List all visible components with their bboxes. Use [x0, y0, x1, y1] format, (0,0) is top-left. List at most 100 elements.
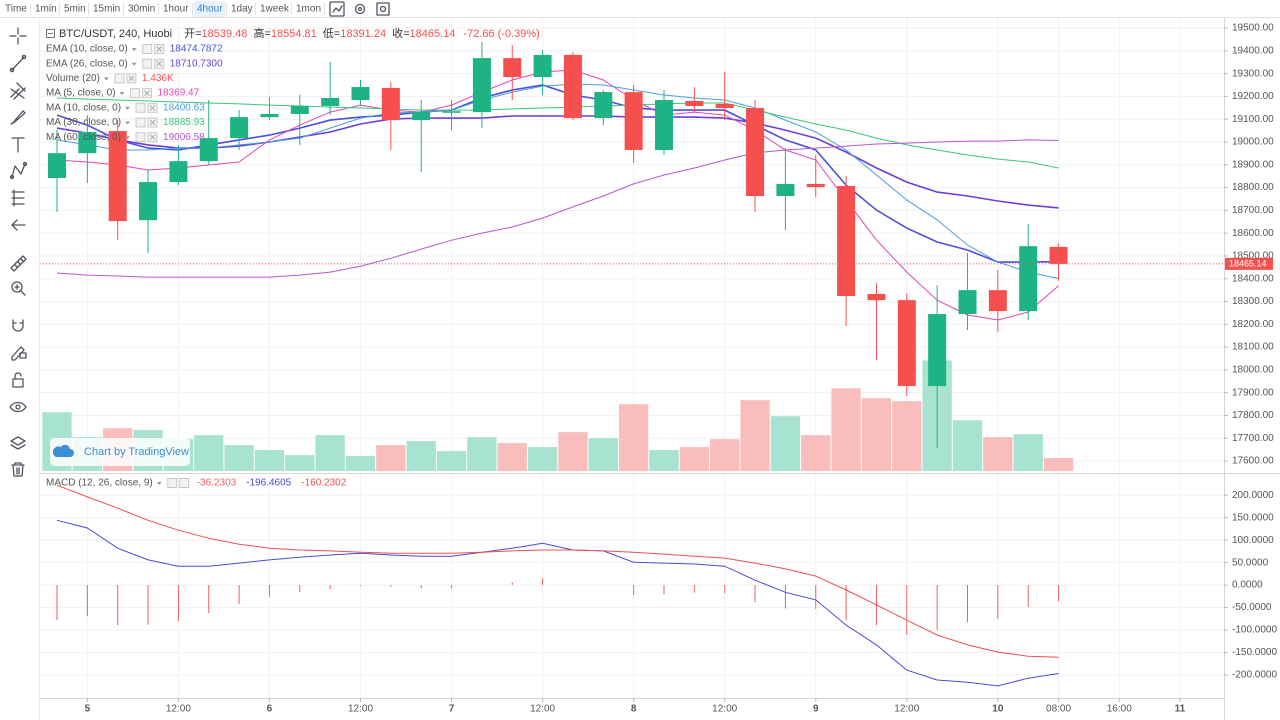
y-tick-label: 17900.00 — [1232, 387, 1274, 398]
volume-bar — [376, 445, 406, 471]
macd-line — [56, 484, 1059, 658]
candle-body — [563, 54, 582, 119]
interval-button[interactable]: 1min — [35, 4, 57, 15]
legend-menu[interactable] — [103, 77, 109, 81]
trend-line-tool[interactable] — [9, 54, 27, 73]
settings-button[interactable] — [354, 3, 366, 15]
back-arrow-tool[interactable] — [11, 219, 26, 231]
legend-settings[interactable] — [135, 102, 146, 113]
macd-line — [56, 519, 1059, 687]
y-tick-label: 18300.00 — [1232, 296, 1274, 307]
ohlc-label: 开= — [184, 28, 201, 40]
volume-bar — [740, 400, 770, 471]
y-tick-label: 18200.00 — [1232, 319, 1274, 330]
legend-settings[interactable] — [114, 73, 125, 84]
candle-body — [624, 92, 643, 150]
stay-drawing-tool[interactable] — [11, 346, 27, 361]
interval-button[interactable]: 5min — [64, 4, 86, 15]
candle-body — [837, 185, 856, 297]
legend-settings[interactable] — [135, 132, 146, 143]
legend-value: 19006.58 — [163, 132, 205, 143]
measure-tool[interactable] — [10, 255, 27, 272]
indicator-line — [56, 84, 1059, 263]
candle-body — [321, 97, 340, 106]
legend-value: 1.436K — [142, 73, 174, 84]
legend-value: 18400.63 — [163, 102, 205, 113]
object-tree-tool[interactable] — [10, 436, 26, 450]
y-tick-label: 19300.00 — [1232, 68, 1274, 79]
volume-bar — [618, 404, 649, 471]
legend-settings[interactable] — [142, 58, 153, 69]
remove-tool[interactable] — [11, 462, 25, 477]
last-price-box — [1225, 257, 1273, 270]
y-tick-label: -200.0000 — [1232, 670, 1277, 681]
legend-settings[interactable] — [129, 88, 140, 99]
text-tool[interactable] — [11, 137, 25, 153]
y-tick-label: 17800.00 — [1232, 410, 1274, 421]
legend-menu[interactable] — [131, 48, 137, 51]
legend-menu[interactable] — [125, 121, 131, 125]
fullscreen-button[interactable] — [376, 2, 390, 16]
indicator-line — [56, 115, 1059, 209]
visibility-tool[interactable] — [9, 401, 27, 413]
pitchfork-tool[interactable] — [10, 82, 26, 100]
candle-body — [685, 100, 704, 106]
legend-remove-x — [149, 104, 156, 111]
collapse-icon[interactable] — [46, 29, 55, 38]
zoom-tool[interactable] — [11, 281, 26, 296]
volume-bar — [285, 455, 315, 471]
candle-body — [108, 131, 127, 222]
y-tick-label: 19000.00 — [1232, 137, 1274, 148]
interval-button[interactable]: 1hour — [163, 4, 189, 15]
indicator-line — [56, 139, 1059, 278]
legend-remove-x — [156, 60, 163, 67]
candle-body — [260, 113, 279, 118]
interval-button[interactable]: 30min — [128, 4, 155, 15]
volume-bar — [345, 456, 376, 471]
legend-menu[interactable] — [119, 92, 125, 96]
legend-settings[interactable] — [142, 44, 153, 54]
legend-menu[interactable] — [156, 482, 162, 485]
watermark-box[interactable] — [50, 438, 190, 466]
legend-menu[interactable] — [125, 106, 131, 110]
watermark-text[interactable]: Chart by TradingView — [84, 446, 189, 458]
lock-tool[interactable] — [12, 372, 24, 388]
ohlc-label: 收= — [392, 26, 409, 40]
candle-body — [988, 290, 1007, 312]
legend-menu[interactable] — [131, 62, 137, 66]
interval-button[interactable]: 1week — [260, 4, 290, 15]
interval-button[interactable]: 1day — [231, 4, 253, 15]
brush-tool[interactable] — [10, 110, 26, 125]
interval-button[interactable]: 4hour — [197, 4, 223, 15]
interval-button[interactable]: 1mon — [296, 4, 321, 15]
interval-button[interactable]: 15min — [93, 4, 120, 15]
chart-header: BTC/USDT, 240, Huobi 开=18539.48 高=18554.81… — [59, 26, 540, 40]
candle-body — [533, 54, 552, 78]
prediction-tool[interactable] — [11, 189, 25, 207]
legend-settings[interactable] — [167, 478, 178, 488]
crosshair-tool[interactable] — [9, 27, 27, 45]
candle-body — [472, 58, 491, 113]
candle-body — [746, 108, 765, 196]
volume-bar — [952, 420, 983, 471]
pattern-tool[interactable] — [9, 161, 28, 180]
magnet-tool[interactable] — [12, 319, 24, 332]
ohlc-value: 18539.48 — [202, 28, 248, 40]
y-tick-label: 19400.00 — [1232, 45, 1274, 56]
legend-remove-x — [156, 46, 163, 52]
x-tick-label: 08:00 — [1046, 704, 1071, 715]
chart-type-button[interactable] — [329, 1, 345, 17]
legend-remove[interactable] — [179, 478, 190, 488]
macd-legend-name: MACD (12, 26, close, 9) — [46, 478, 153, 489]
legend-name: EMA (26, close, 0) — [46, 58, 128, 69]
legend-name: Volume (20) — [46, 73, 100, 84]
y-tick-label: 150.0000 — [1232, 512, 1274, 523]
x-tick-label: 12:00 — [166, 704, 191, 715]
candle-body — [78, 131, 97, 154]
legend-menu[interactable] — [125, 136, 131, 140]
legend-settings[interactable] — [135, 117, 146, 128]
volume-bar — [588, 438, 618, 471]
y-tick-label: 18400.00 — [1232, 273, 1274, 284]
candle-body — [715, 103, 734, 109]
